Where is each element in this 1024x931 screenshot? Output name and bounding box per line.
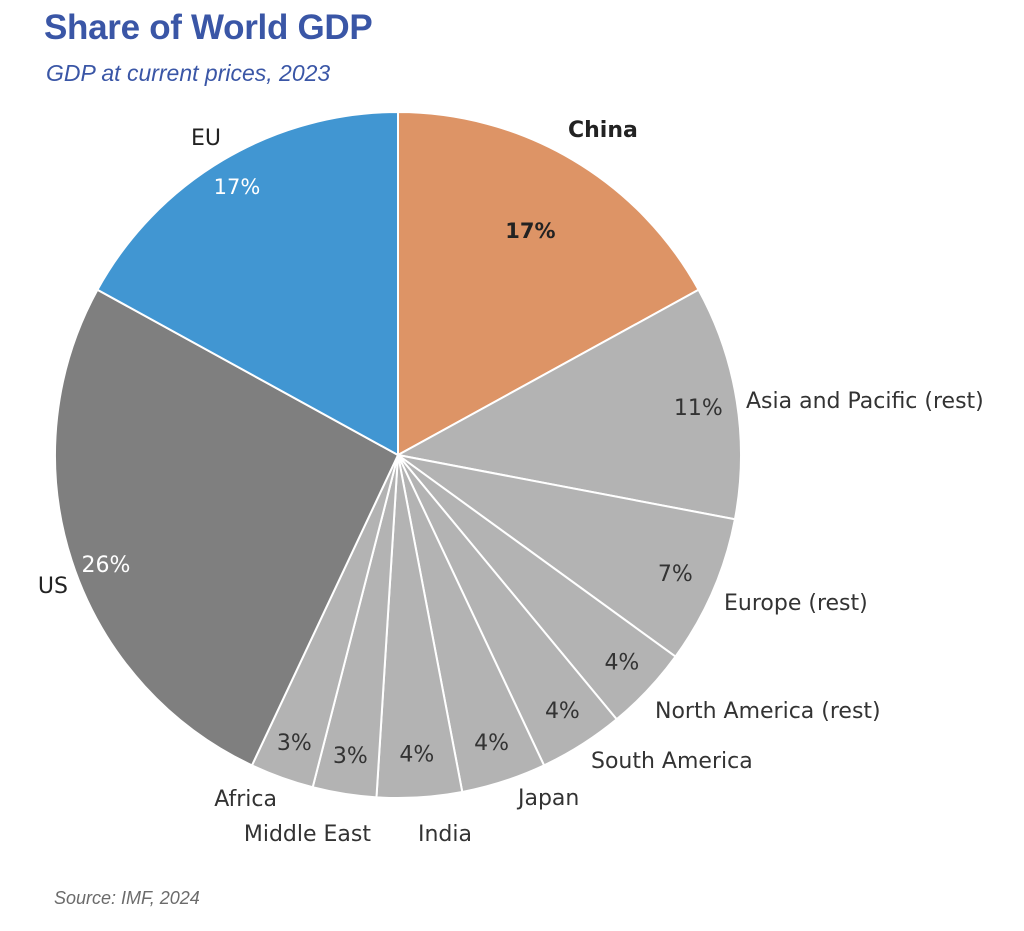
- slice-europe-rest: [397, 454, 737, 659]
- chart-title: Share of World GDP: [44, 8, 373, 47]
- value-label-south-america: 4%: [545, 699, 580, 724]
- category-label-india: India: [418, 822, 472, 847]
- chart-subtitle: GDP at current prices, 2023: [46, 60, 331, 86]
- category-label-europe-rest: Europe (rest): [724, 591, 868, 616]
- category-label-africa: Africa: [214, 787, 277, 812]
- category-label-north-america-rest: North America (rest): [655, 699, 881, 724]
- value-label-japan: 4%: [474, 731, 509, 756]
- pie-labels: 17% China 11% Asia and Pacific (rest) 7% Euro…: [38, 118, 984, 847]
- value-label-europe-rest: 7%: [658, 562, 693, 587]
- value-label-africa: 3%: [277, 731, 312, 756]
- value-label-eu: 17%: [214, 175, 261, 199]
- value-label-india: 4%: [399, 742, 434, 767]
- value-label-china: 17%: [505, 219, 555, 243]
- category-label-us: US: [38, 574, 68, 599]
- category-label-china: China: [568, 118, 638, 143]
- value-label-north-america-rest: 4%: [604, 650, 639, 675]
- category-label-eu: EU: [191, 126, 221, 151]
- value-label-asia-and-pacific-rest: 11%: [674, 396, 723, 421]
- slice-china: [397, 110, 700, 457]
- category-label-south-america: South America: [591, 749, 753, 774]
- slice-eu: [96, 110, 399, 457]
- category-label-asia-and-pacific-rest: Asia and Pacific (rest): [746, 389, 984, 414]
- source-note: Source: IMF, 2024: [54, 888, 200, 908]
- category-label-japan: Japan: [516, 786, 579, 811]
- value-label-middle-east: 3%: [333, 744, 368, 769]
- slice-asia-and-pacific-rest: [395, 288, 742, 521]
- category-label-middle-east: Middle East: [244, 822, 372, 847]
- pie-slices: [54, 110, 742, 799]
- value-label-us: 26%: [82, 553, 131, 578]
